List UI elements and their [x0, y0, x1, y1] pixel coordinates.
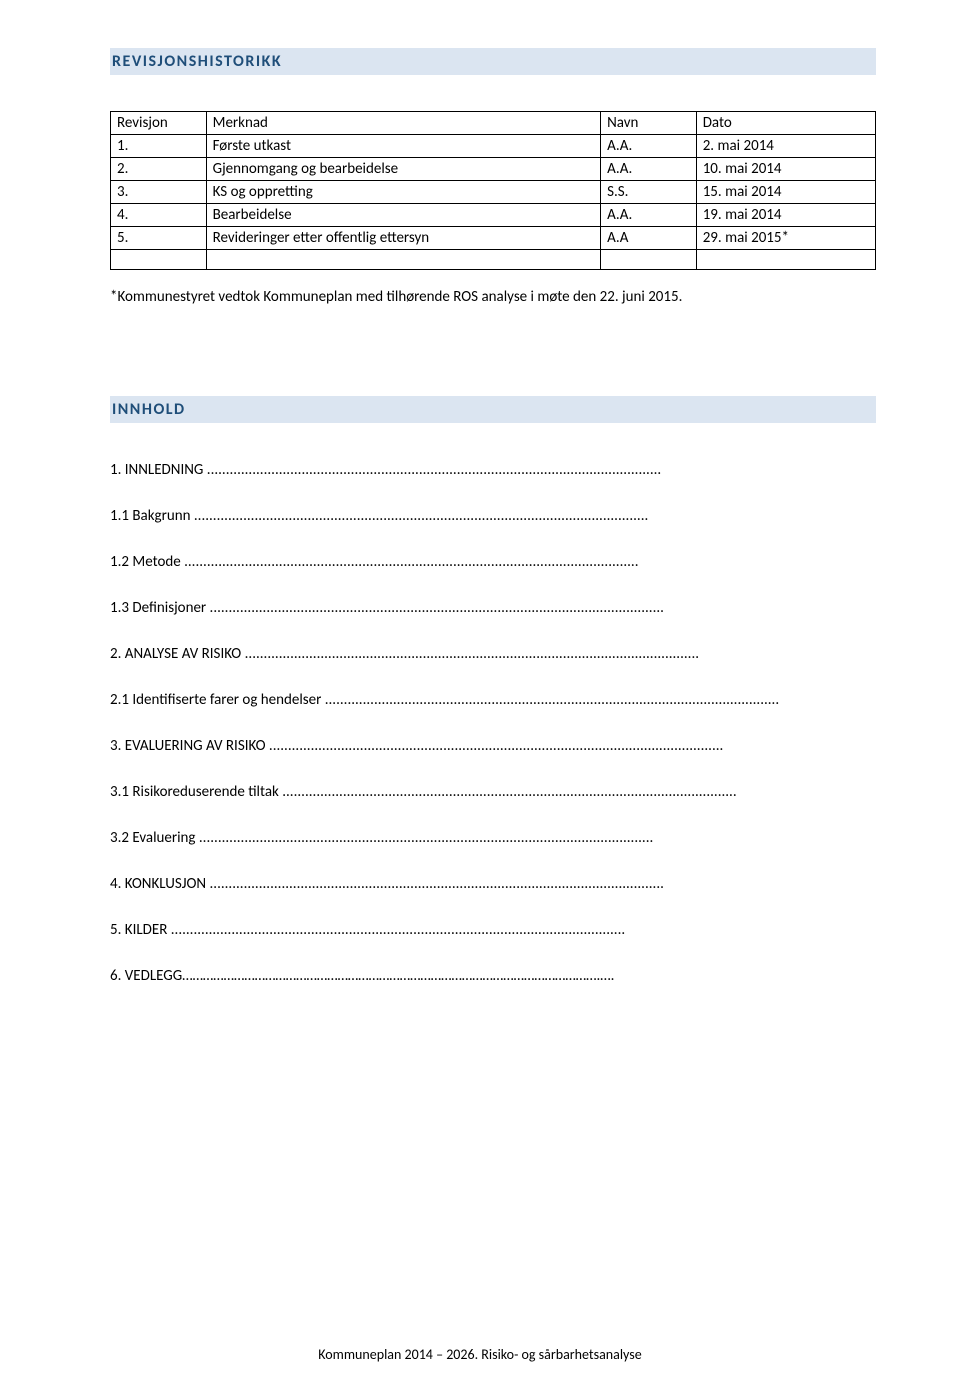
revision-history-heading: REVISJONSHISTORIKK	[110, 48, 876, 75]
table-row: 1. Første utkast A.A. 2. mai 2014	[111, 135, 876, 158]
toc-item: 3. EVALUERING AV RISIKO ................…	[110, 737, 876, 755]
table-row: 5. Revideringer etter offentlig ettersyn…	[111, 227, 876, 250]
toc-item: 5. KILDER ..............................…	[110, 921, 876, 939]
toc-item: 1.2 Metode .............................…	[110, 553, 876, 571]
cell-dato: 15. mai 2014	[696, 181, 875, 204]
cell-dato: 29. mai 2015*	[696, 227, 875, 250]
toc-item: 3.2 Evaluering .........................…	[110, 829, 876, 847]
revision-footnote: *Kommunestyret vedtok Kommuneplan med ti…	[110, 288, 876, 306]
table-row: 3. KS og oppretting S.S. 15. mai 2014	[111, 181, 876, 204]
toc-item: 1.1 Bakgrunn ...........................…	[110, 507, 876, 525]
page-footer: Kommuneplan 2014 – 2026. Risiko- og sårb…	[0, 1346, 960, 1363]
toc-item: 2. ANALYSE AV RISIKO ...................…	[110, 645, 876, 663]
cell-dato: 10. mai 2014	[696, 158, 875, 181]
table-row: 2. Gjennomgang og bearbeidelse A.A. 10. …	[111, 158, 876, 181]
cell-empty	[206, 250, 600, 270]
toc-item: 1. INNLEDNING ..........................…	[110, 461, 876, 479]
document-page: REVISJONSHISTORIKK Revisjon Merknad Navn…	[0, 0, 960, 1391]
table-row: 4. Bearbeidelse A.A. 19. mai 2014	[111, 204, 876, 227]
cell-rev: 3.	[111, 181, 207, 204]
cell-merk: Gjennomgang og bearbeidelse	[206, 158, 600, 181]
cell-rev: 5.	[111, 227, 207, 250]
cell-merk: Bearbeidelse	[206, 204, 600, 227]
cell-navn: A.A.	[601, 158, 697, 181]
innhold-heading: INNHOLD	[110, 396, 876, 423]
cell-navn: S.S.	[601, 181, 697, 204]
cell-empty	[111, 250, 207, 270]
cell-merk: Første utkast	[206, 135, 600, 158]
cell-navn: A.A	[601, 227, 697, 250]
cell-rev: 1.	[111, 135, 207, 158]
col-header-dato: Dato	[696, 112, 875, 135]
cell-navn: A.A.	[601, 204, 697, 227]
col-header-revisjon: Revisjon	[111, 112, 207, 135]
cell-dato: 2. mai 2014	[696, 135, 875, 158]
col-header-navn: Navn	[601, 112, 697, 135]
toc-item: 4. KONKLUSJON ..........................…	[110, 875, 876, 893]
toc-item: 6. VEDLEGG…………………………………………………………………………………	[110, 967, 876, 985]
toc-item: 3.1 Risikoreduserende tiltak ...........…	[110, 783, 876, 801]
toc-item: 2.1 Identifiserte farer og hendelser ...…	[110, 691, 876, 709]
cell-empty	[696, 250, 875, 270]
revision-table: Revisjon Merknad Navn Dato 1. Første utk…	[110, 111, 876, 270]
table-row-empty	[111, 250, 876, 270]
col-header-merknad: Merknad	[206, 112, 600, 135]
cell-dato: 19. mai 2014	[696, 204, 875, 227]
toc-item: 1.3 Definisjoner .......................…	[110, 599, 876, 617]
cell-rev: 4.	[111, 204, 207, 227]
cell-navn: A.A.	[601, 135, 697, 158]
table-header-row: Revisjon Merknad Navn Dato	[111, 112, 876, 135]
cell-rev: 2.	[111, 158, 207, 181]
cell-merk: Revideringer etter offentlig ettersyn	[206, 227, 600, 250]
table-of-contents: 1. INNLEDNING ..........................…	[110, 461, 876, 985]
cell-merk: KS og oppretting	[206, 181, 600, 204]
cell-empty	[601, 250, 697, 270]
